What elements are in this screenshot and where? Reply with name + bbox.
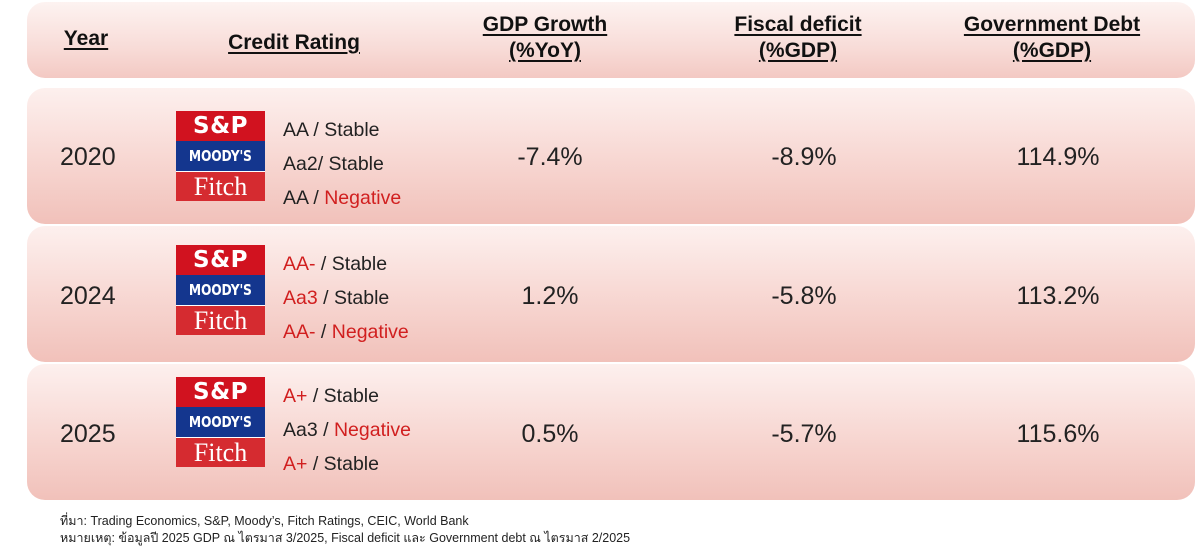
rating-sp: AA- / Stable bbox=[283, 247, 409, 281]
rating-grade: Aa3 bbox=[283, 419, 318, 441]
fitch-logo: Fitch bbox=[176, 305, 265, 335]
rating-sep: / bbox=[317, 153, 329, 175]
header-gdp-growth-line2: (%YoY) bbox=[509, 39, 581, 62]
header-fiscal-deficit-line1: Fiscal deficit bbox=[734, 13, 862, 36]
rating-outlook: Stable bbox=[328, 153, 384, 175]
rating-outlook: Negative bbox=[331, 321, 409, 343]
rating-grade: AA- bbox=[283, 321, 316, 343]
row-year: 2020 bbox=[60, 143, 116, 171]
agency-logos: S&P MOODY'S Fitch bbox=[176, 245, 265, 335]
moodys-logo: MOODY'S bbox=[176, 141, 265, 171]
rating-outlook: Stable bbox=[333, 287, 390, 309]
government-debt-value: 115.6% bbox=[1016, 420, 1100, 448]
header-fiscal-deficit-line2: (%GDP) bbox=[758, 39, 838, 62]
rating-outlook: Stable bbox=[331, 253, 388, 275]
fiscal-deficit-value: -5.8% bbox=[771, 282, 837, 310]
header-gdp-growth-line1: GDP Growth bbox=[482, 13, 608, 36]
rating-sp: AA / Stable bbox=[283, 113, 401, 147]
rating-list: AA / Stable Aa2/ Stable AA / Negative bbox=[283, 113, 401, 215]
agency-logos: S&P MOODY'S Fitch bbox=[176, 111, 265, 201]
rating-grade: Aa2 bbox=[283, 153, 318, 175]
gdp-growth-value: -7.4% bbox=[517, 143, 583, 171]
moodys-logo: MOODY'S bbox=[176, 407, 265, 437]
rating-grade: A+ bbox=[283, 385, 308, 407]
remark-note: หมายเหตุ: ข้อมูลปี 2025 GDP ณ ไตรมาส 3/2… bbox=[60, 531, 631, 545]
rating-moodys: Aa3 / Negative bbox=[283, 413, 411, 447]
row-year: 2024 bbox=[60, 282, 116, 310]
sp-logo: S&P bbox=[176, 245, 265, 275]
rating-grade: AA bbox=[283, 187, 308, 209]
moodys-logo-text: MOODY'S bbox=[189, 413, 252, 431]
rating-grade: A+ bbox=[283, 453, 308, 475]
rating-grade: AA- bbox=[283, 253, 316, 275]
rating-outlook: Stable bbox=[323, 453, 379, 475]
sp-logo: S&P bbox=[176, 111, 265, 141]
rating-sep: / bbox=[307, 119, 325, 141]
rating-sep: / bbox=[315, 321, 332, 343]
rating-outlook: Negative bbox=[324, 187, 402, 209]
rating-moodys: Aa2/ Stable bbox=[283, 147, 401, 181]
header-gdp-growth: GDP Growth (%YoY) bbox=[455, 12, 635, 64]
sp-logo: S&P bbox=[176, 377, 265, 407]
gdp-growth-value: 0.5% bbox=[521, 420, 579, 448]
moodys-logo: MOODY'S bbox=[176, 275, 265, 305]
rating-grade: Aa3 bbox=[283, 287, 318, 309]
source-note: ที่มา: Trading Economics, S&P, Moody’s, … bbox=[60, 514, 469, 528]
header-year: Year bbox=[63, 27, 109, 50]
header-fiscal-deficit: Fiscal deficit (%GDP) bbox=[698, 12, 898, 64]
agency-logos: S&P MOODY'S Fitch bbox=[176, 377, 265, 467]
moodys-logo-text: MOODY'S bbox=[189, 147, 252, 165]
fiscal-deficit-value: -5.7% bbox=[771, 420, 837, 448]
rating-sp: A+ / Stable bbox=[283, 379, 411, 413]
rating-outlook: Negative bbox=[333, 419, 411, 441]
rating-list: A+ / Stable Aa3 / Negative A+ / Stable bbox=[283, 379, 411, 481]
rating-sep: / bbox=[307, 385, 324, 407]
header-credit-rating: Credit Rating bbox=[228, 31, 360, 54]
gdp-growth-value: 1.2% bbox=[521, 282, 579, 310]
rating-sep: / bbox=[317, 419, 334, 441]
header-government-debt-line1: Government Debt bbox=[963, 13, 1141, 36]
rating-grade: AA bbox=[283, 119, 308, 141]
rating-sep: / bbox=[317, 287, 334, 309]
rating-fitch: A+ / Stable bbox=[283, 447, 411, 481]
government-debt-value: 114.9% bbox=[1016, 143, 1100, 171]
fitch-logo: Fitch bbox=[176, 171, 265, 201]
header-government-debt-line2: (%GDP) bbox=[1012, 39, 1092, 62]
government-debt-value: 113.2% bbox=[1016, 282, 1100, 310]
fitch-logo: Fitch bbox=[176, 437, 265, 467]
rating-moodys: Aa3 / Stable bbox=[283, 281, 409, 315]
rating-fitch: AA- / Negative bbox=[283, 315, 409, 349]
moodys-logo-text: MOODY'S bbox=[189, 281, 252, 299]
table-header bbox=[27, 2, 1195, 78]
rating-sep: / bbox=[315, 253, 332, 275]
rating-fitch: AA / Negative bbox=[283, 181, 401, 215]
rating-sep: / bbox=[307, 187, 325, 209]
rating-outlook: Stable bbox=[323, 385, 379, 407]
rating-sep: / bbox=[307, 453, 324, 475]
rating-list: AA- / Stable Aa3 / Stable AA- / Negative bbox=[283, 247, 409, 349]
rating-outlook: Stable bbox=[324, 119, 380, 141]
fiscal-deficit-value: -8.9% bbox=[771, 143, 837, 171]
row-year: 2025 bbox=[60, 420, 116, 448]
header-government-debt: Government Debt (%GDP) bbox=[930, 12, 1174, 64]
